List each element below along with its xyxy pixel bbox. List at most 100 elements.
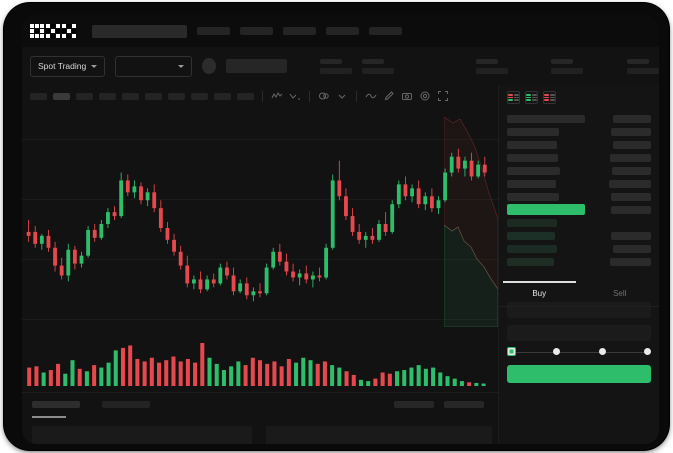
nav-item-2[interactable] xyxy=(283,27,316,35)
ticker-stat-1 xyxy=(362,58,395,74)
timeframe-2[interactable] xyxy=(76,92,93,100)
nav-item-0[interactable] xyxy=(197,27,230,35)
both-sides-icon[interactable] xyxy=(507,91,520,104)
tab-sell[interactable]: Sell xyxy=(613,289,627,298)
line-tool-icon[interactable] xyxy=(365,90,377,102)
gridline xyxy=(22,199,498,200)
order-side-tabs: Buy Sell xyxy=(499,281,659,307)
market-type-selector[interactable]: Spot Trading xyxy=(30,55,106,77)
slider-track xyxy=(511,351,647,353)
compare-icon[interactable] xyxy=(318,90,330,102)
orders-tab-list xyxy=(32,401,150,408)
timeframe-4[interactable] xyxy=(122,92,139,100)
nav-item-4[interactable] xyxy=(369,27,402,35)
buy-only-icon[interactable] xyxy=(525,91,538,104)
camera-icon[interactable] xyxy=(401,90,413,102)
logo-glyph-x xyxy=(62,24,76,38)
nav-item-1[interactable] xyxy=(240,27,273,35)
timeframe-7[interactable] xyxy=(191,92,208,100)
okx-logo-icon[interactable] xyxy=(30,24,76,38)
price-chart[interactable] xyxy=(22,107,498,392)
candlestick-series xyxy=(26,148,487,302)
logo-glyph-k xyxy=(46,24,60,38)
order-amount-input[interactable] xyxy=(507,325,651,341)
timeframe-9[interactable] xyxy=(237,92,254,100)
timeframe-1[interactable] xyxy=(53,92,70,100)
stat-value xyxy=(362,67,395,74)
fullscreen-icon[interactable] xyxy=(437,90,449,102)
orders-content xyxy=(32,426,492,444)
orders-panel-left xyxy=(32,426,252,444)
logo-glyph-o xyxy=(30,24,44,38)
orders-action-0[interactable] xyxy=(394,401,434,408)
device-screen: Spot Trading xyxy=(22,15,659,444)
toolbar-divider xyxy=(356,90,357,102)
timeframe-5[interactable] xyxy=(145,92,162,100)
orderbook-ask-row[interactable] xyxy=(507,125,651,138)
place-order-button[interactable] xyxy=(507,365,651,383)
stat-label xyxy=(475,58,498,64)
orderbook-ask-row[interactable] xyxy=(507,177,651,190)
orderbook-bid-row[interactable] xyxy=(507,229,651,242)
stat-value xyxy=(320,67,353,74)
orders-tab-1[interactable] xyxy=(102,401,150,408)
volume-series xyxy=(27,343,486,386)
chart-toolbar xyxy=(22,85,498,107)
order-amount-slider[interactable] xyxy=(507,347,651,357)
tab-buy[interactable]: Buy xyxy=(499,281,580,306)
chart-type-icon[interactable] xyxy=(271,90,283,102)
orderbook-bid-row[interactable] xyxy=(507,216,651,229)
trading-pair-selector[interactable] xyxy=(115,55,193,77)
orderbook-bid-row[interactable] xyxy=(507,242,651,255)
ticker-stat-3 xyxy=(551,58,584,74)
stat-value xyxy=(475,67,508,74)
orderbook-spread-row[interactable] xyxy=(507,203,651,216)
sell-only-icon[interactable] xyxy=(543,91,556,104)
timeframe-8[interactable] xyxy=(214,92,231,100)
orders-panel xyxy=(22,392,498,444)
orderbook-ask-row[interactable] xyxy=(507,138,651,151)
pair-avatar xyxy=(202,58,216,74)
chevron-down-icon xyxy=(91,64,98,68)
orderbook-mode-group xyxy=(499,85,659,110)
pencil-icon[interactable] xyxy=(383,90,395,102)
slider-step-1[interactable] xyxy=(553,348,560,355)
orderbook-rows[interactable] xyxy=(499,110,659,268)
stat-value xyxy=(627,67,659,74)
market-type-label: Spot Trading xyxy=(38,61,87,71)
orders-action-1[interactable] xyxy=(444,401,484,408)
ticker-stat-0 xyxy=(320,58,353,74)
orderbook-bid-row[interactable] xyxy=(507,255,651,268)
toolbar-divider xyxy=(309,90,310,102)
gear-icon[interactable] xyxy=(419,90,431,102)
stat-value xyxy=(551,67,584,74)
orders-tab-0[interactable] xyxy=(32,401,80,408)
slider-step-2[interactable] xyxy=(599,348,606,355)
indicators-icon[interactable] xyxy=(289,90,301,102)
timeframe-0[interactable] xyxy=(30,92,47,100)
timeframe-3[interactable] xyxy=(99,92,116,100)
timeframe-6[interactable] xyxy=(168,92,185,100)
stat-label xyxy=(551,58,574,64)
orderbook-header-row xyxy=(507,112,651,125)
slider-handle-0[interactable] xyxy=(507,347,516,356)
top-navigation-bar xyxy=(22,15,659,47)
orderbook-ask-row[interactable] xyxy=(507,190,651,203)
stat-label xyxy=(627,58,650,64)
nav-item-3[interactable] xyxy=(326,27,359,35)
gridline xyxy=(22,139,498,140)
ticker-stat-2 xyxy=(475,58,508,74)
active-tab-underline xyxy=(32,416,66,418)
chevron-down-icon[interactable] xyxy=(336,90,348,102)
toolbar-divider xyxy=(262,90,263,102)
ticker-bar: Spot Trading xyxy=(22,47,659,85)
orders-panel-right xyxy=(266,426,492,444)
slider-step-3[interactable] xyxy=(644,348,651,355)
stat-label xyxy=(320,58,343,64)
last-price-value xyxy=(225,59,287,73)
global-search-input[interactable] xyxy=(92,24,187,38)
orderbook-ask-row[interactable] xyxy=(507,151,651,164)
gridline xyxy=(22,319,498,320)
orderbook-ask-row[interactable] xyxy=(507,164,651,177)
